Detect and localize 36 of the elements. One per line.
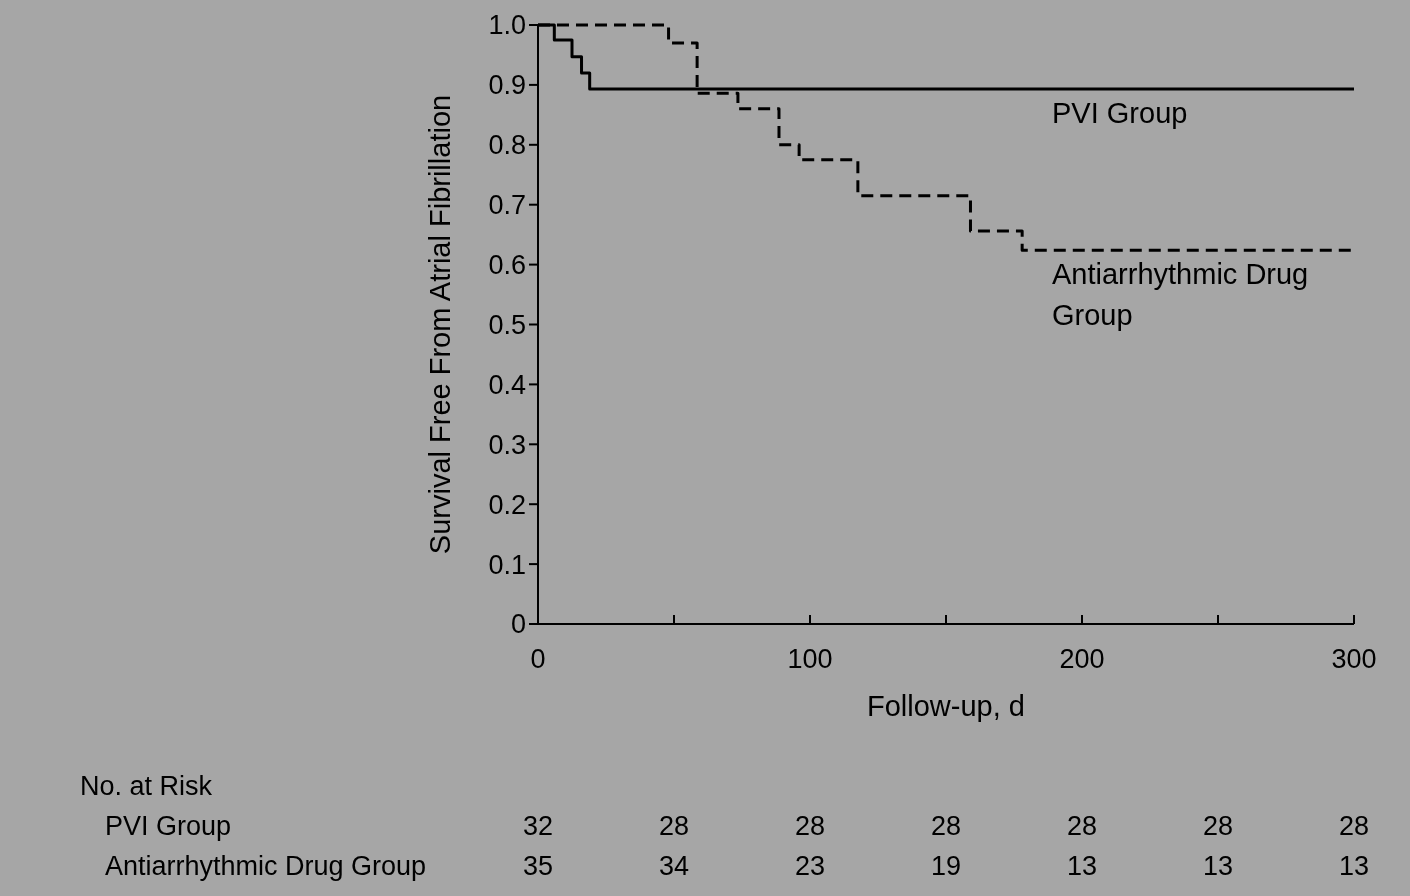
y-tick-label: 0 xyxy=(510,609,526,640)
text: 35 xyxy=(522,851,554,881)
text: 28 xyxy=(1338,811,1370,841)
text: No. at Risk xyxy=(80,771,213,801)
y-tick-label: 0.7 xyxy=(488,190,526,221)
y-tick-label: 0.5 xyxy=(488,309,526,340)
x-tick-label: 0 xyxy=(530,644,546,674)
text: 13 xyxy=(1066,851,1098,881)
text: 28 xyxy=(930,811,962,841)
text: 23 xyxy=(794,851,826,881)
text: 34 xyxy=(658,851,690,881)
text: 13 xyxy=(1202,851,1234,881)
text: Antiarrhythmic Drug Group xyxy=(105,851,427,881)
text: 13 xyxy=(1338,851,1370,881)
text: 32 xyxy=(522,811,554,841)
y-tick-label: 0.9 xyxy=(488,70,526,101)
series-label: Antiarrhythmic Drug Group xyxy=(1052,258,1309,332)
y-axis-title: Survival Free From Atrial Fibrillation xyxy=(424,94,456,555)
x-axis-title: Follow-up, d xyxy=(867,690,1025,722)
text: 19 xyxy=(930,851,962,881)
y-tick-label: 0.8 xyxy=(488,130,526,161)
text: 28 xyxy=(658,811,690,841)
series-label: PVI Group xyxy=(1052,97,1188,130)
x-tick-label: 300 xyxy=(1331,644,1377,674)
y-tick-label: 0.6 xyxy=(488,250,526,281)
x-tick-label: 100 xyxy=(787,644,833,674)
y-tick-label: 1.0 xyxy=(488,10,526,41)
y-tick-label: 0.3 xyxy=(488,429,526,460)
text: PVI Group xyxy=(105,811,232,841)
x-tick-label: 200 xyxy=(1059,644,1105,674)
y-tick-label: 0.2 xyxy=(488,489,526,520)
text: 28 xyxy=(1066,811,1098,841)
y-tick-label: 0.4 xyxy=(488,369,526,400)
y-tick-label: 0.1 xyxy=(488,549,526,580)
text: 28 xyxy=(1202,811,1234,841)
text: 28 xyxy=(794,811,826,841)
